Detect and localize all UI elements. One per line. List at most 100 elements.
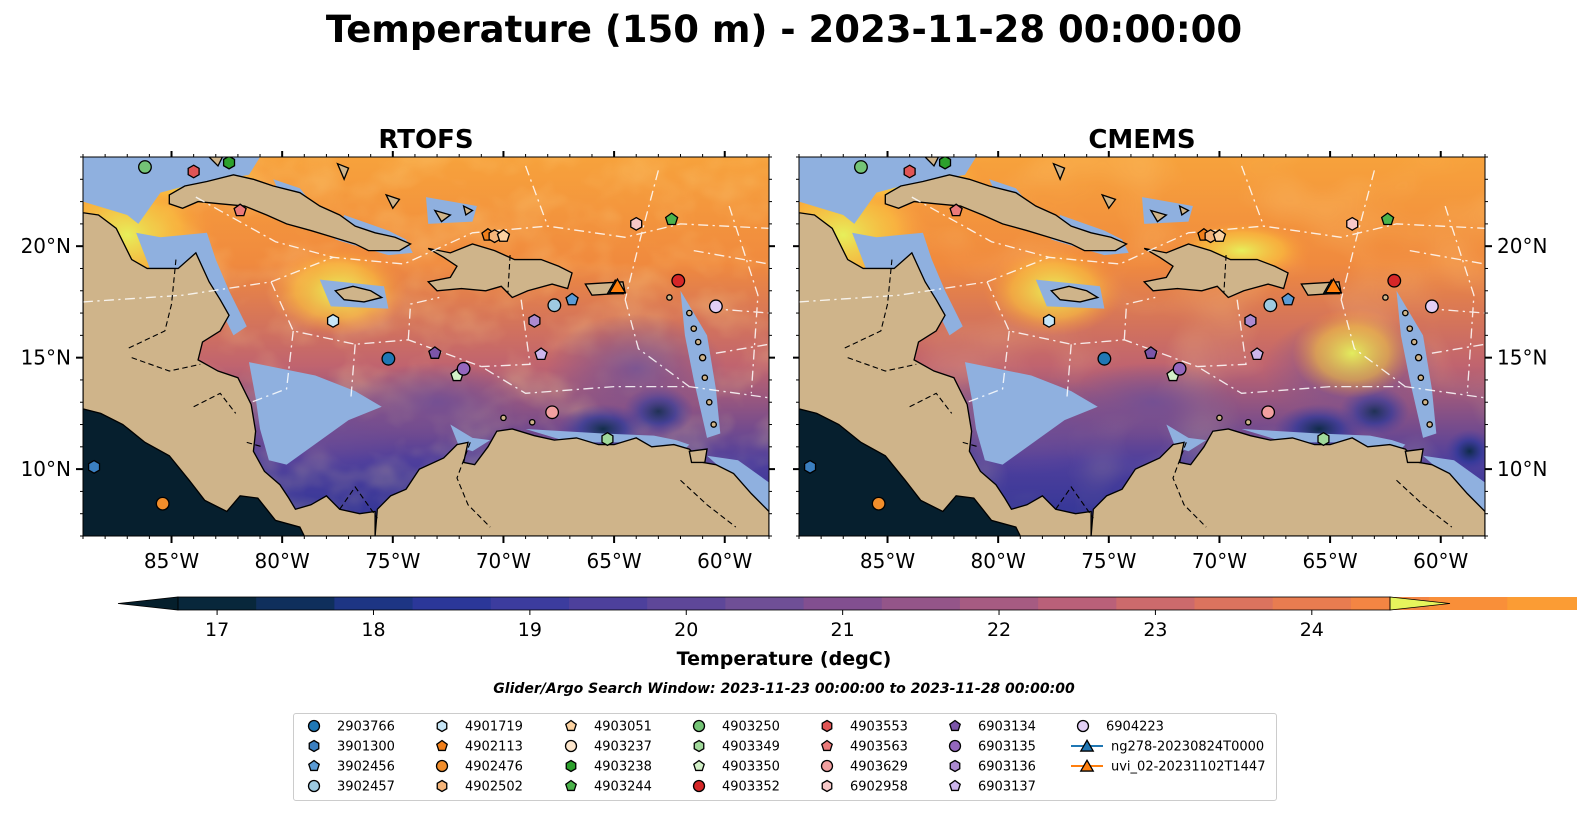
float-marker-6903137	[1250, 347, 1264, 361]
legend-entry-4903244: 4903244	[565, 780, 652, 795]
map-panels: RTOFS 85°W 80°W 75°W 70°W 65°W 60°W 10°N 15°N 20°…	[21, 125, 1548, 573]
colorbar-segment	[412, 597, 492, 610]
float-marker-3902456	[565, 292, 579, 306]
legend-entry-6903137: 6903137	[949, 779, 1036, 795]
legend-entry-3902457: 3902457	[307, 779, 395, 795]
colorbar-segment	[959, 597, 1039, 610]
float-marker-6903134	[428, 346, 442, 359]
legend-label: 6903136	[978, 760, 1036, 775]
legend-entry-4903350: 4903350	[693, 759, 780, 775]
colorbar-segment	[490, 597, 570, 610]
float-marker-6903134	[1144, 346, 1158, 359]
legend-entry-4903553: 4903553	[821, 719, 908, 735]
float-marker-4903563	[949, 203, 963, 217]
colorbar-segment	[1116, 597, 1196, 610]
float-marker-4903051	[496, 229, 511, 242]
legend-entry-3902456: 3902456	[308, 760, 395, 775]
legend-entry-4903563: 4903563	[821, 739, 908, 755]
float-marker-4903629	[545, 405, 560, 420]
y-tick-label: 15°N	[1497, 346, 1547, 370]
x-tick-label: 60°W	[697, 549, 752, 573]
legend-entry-6904223: 6904223	[1076, 720, 1164, 735]
legend-marker	[821, 739, 833, 752]
legend-entry-2903766: 2903766	[307, 720, 395, 735]
float-marker-6903136	[1244, 313, 1257, 328]
legend-marker	[307, 779, 321, 793]
map-frame	[82, 156, 770, 537]
float-marker-3902457	[547, 298, 562, 313]
legend-entry-4902113: 4902113	[436, 739, 523, 755]
legend-entry-3901300: 3901300	[308, 739, 395, 755]
float-marker-2903766	[1097, 351, 1112, 366]
legend-entry-4903238: 4903238	[565, 759, 652, 775]
colorbar-segment	[647, 597, 726, 610]
float-marker-4901719	[326, 313, 340, 328]
figure-title: Temperature (150 m) - 2023-11-28 00:00:0…	[326, 8, 1242, 51]
legend-entry-4903237: 4903237	[564, 740, 652, 755]
map-panel-rtofs: RTOFS 85°W 80°W 75°W 70°W 65°W 60°W 10°N 15°N 20°…	[21, 125, 775, 573]
colorbar-segment	[725, 597, 805, 610]
legend-marker	[308, 739, 320, 753]
colorbar-segment	[1194, 597, 1274, 610]
legend-marker	[1079, 758, 1095, 772]
legend-label: 2903766	[337, 720, 395, 735]
legend-label: 4903563	[850, 740, 908, 755]
legend-label: 4903349	[722, 740, 780, 755]
y-tick-label: 10°N	[1497, 457, 1547, 481]
colorbar-tick-label: 17	[205, 619, 229, 641]
legend-marker	[436, 719, 448, 733]
legend-marker	[949, 759, 961, 773]
float-marker-6903135	[456, 361, 471, 376]
legend-marker	[1079, 738, 1095, 752]
legend-label: 4903244	[594, 780, 652, 795]
x-tick-label: 80°W	[255, 549, 310, 573]
legend-marker	[693, 759, 705, 772]
y-tick-label: 15°N	[21, 346, 71, 370]
legend-label: 4902113	[465, 740, 523, 755]
float-marker-4903238	[938, 157, 952, 170]
glider-marker-uvi_02-20231102T1447	[1324, 277, 1343, 294]
legend-entry-6902958: 6902958	[821, 780, 908, 795]
legend-entry-4902502: 4902502	[436, 780, 523, 795]
legend-label: 6903135	[978, 740, 1036, 755]
legend-marker	[821, 719, 833, 733]
float-marker-4903349	[601, 431, 614, 447]
float-marker-2903766	[381, 351, 396, 366]
legend-label: 6903137	[978, 780, 1036, 795]
colorbar-tick-label: 23	[1143, 619, 1167, 641]
legend-label: 4902502	[465, 780, 523, 795]
colorbar-tick-label: 19	[518, 619, 542, 641]
colorbar-segment	[881, 597, 961, 610]
glider-marker-uvi_02-20231102T1447	[608, 277, 627, 294]
legend-marker	[949, 779, 961, 792]
legend-entry-4903629: 4903629	[820, 760, 908, 775]
float-marker-4903352	[1387, 273, 1402, 288]
float-marker-4903244	[664, 212, 679, 226]
float-marker-4902476	[155, 496, 170, 511]
legend-label: 4903051	[594, 720, 652, 735]
x-tick-label: 65°W	[1302, 549, 1357, 573]
colorbar-under-arrow	[117, 596, 179, 611]
colorbar-segment	[568, 597, 648, 610]
x-tick-label: 65°W	[586, 549, 641, 573]
float-marker-3901300	[87, 459, 101, 474]
colorbar-tick-label: 21	[831, 619, 855, 641]
legend-label: ng278-20230824T0000	[1111, 740, 1264, 755]
colorbar-segment	[803, 597, 883, 610]
legend-entry-4903349: 4903349	[693, 740, 780, 755]
colorbar-segment	[1507, 597, 1577, 610]
float-marker-3902457	[1263, 298, 1278, 313]
legend-label: 4901719	[465, 720, 523, 735]
legend-marker	[565, 719, 577, 732]
legend-entry-4903352: 4903352	[692, 780, 780, 795]
legend-marker	[565, 759, 577, 773]
float-marker-4903244	[1380, 212, 1395, 226]
colorbar-segment	[1429, 597, 1508, 610]
legend-label: 4902476	[465, 760, 523, 775]
float-marker-6904223	[1424, 299, 1439, 314]
legend-label: 3901300	[337, 740, 395, 755]
legend-marker	[436, 739, 448, 752]
legend-entry-4901719: 4901719	[436, 719, 523, 735]
legend-label: 4903553	[850, 720, 908, 735]
legend-label: 4903350	[722, 760, 780, 775]
